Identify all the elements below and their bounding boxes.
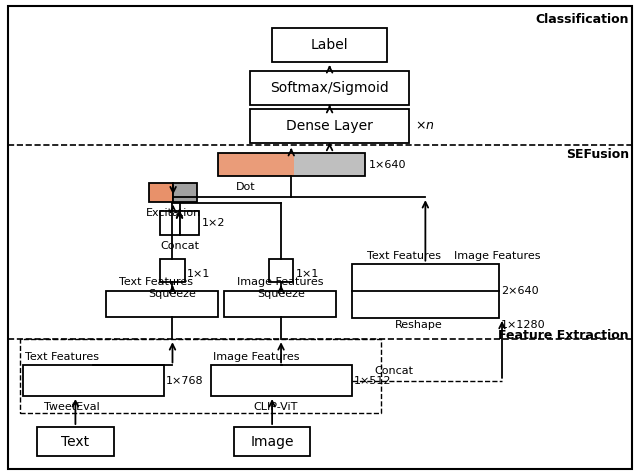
Bar <box>37 427 114 456</box>
Bar <box>352 264 499 318</box>
Text: Image: Image <box>250 435 294 448</box>
Text: Label: Label <box>311 38 348 52</box>
Bar <box>218 153 294 176</box>
Bar <box>272 28 387 62</box>
Text: Text Features: Text Features <box>367 251 440 261</box>
Text: Text: Text <box>61 435 90 448</box>
Text: $\times n$: $\times n$ <box>415 119 434 132</box>
Bar <box>211 365 352 396</box>
Bar <box>149 183 173 202</box>
Bar <box>20 339 381 413</box>
Bar <box>250 71 410 105</box>
Bar <box>218 153 365 176</box>
Text: Text Features: Text Features <box>119 277 193 287</box>
Text: Image Features: Image Features <box>237 277 323 287</box>
Text: Classification: Classification <box>536 12 629 26</box>
Text: Concat: Concat <box>374 366 413 376</box>
Text: Concat: Concat <box>160 241 199 251</box>
Text: TweetEval: TweetEval <box>44 402 100 412</box>
Text: 1×1: 1×1 <box>187 269 211 279</box>
Text: 1×640: 1×640 <box>369 160 406 170</box>
Bar <box>173 183 197 202</box>
Text: 2×640: 2×640 <box>500 286 538 296</box>
Text: Image Features: Image Features <box>454 251 541 261</box>
Text: Text Features: Text Features <box>25 352 99 361</box>
Bar <box>269 259 293 283</box>
Text: Dense Layer: Dense Layer <box>286 119 373 133</box>
Text: SEFusion: SEFusion <box>566 148 629 161</box>
Text: Reshape: Reshape <box>395 320 443 331</box>
Text: 1×1: 1×1 <box>296 269 319 279</box>
Text: Image Features: Image Features <box>213 352 300 361</box>
Text: 1×768: 1×768 <box>166 376 203 386</box>
Bar <box>294 153 365 176</box>
Text: Excitation: Excitation <box>145 208 201 218</box>
Text: Softmax/Sigmoid: Softmax/Sigmoid <box>270 81 389 95</box>
Text: 1×512: 1×512 <box>354 376 391 386</box>
Bar <box>179 210 198 235</box>
Bar <box>161 259 184 283</box>
Bar <box>161 210 179 235</box>
Bar <box>250 109 410 143</box>
Text: Squeeze: Squeeze <box>148 289 196 299</box>
Bar <box>23 365 164 396</box>
Text: 1×2: 1×2 <box>202 218 225 228</box>
Text: 1×1280: 1×1280 <box>500 320 545 331</box>
Text: Feature Extraction: Feature Extraction <box>499 329 629 342</box>
Text: Squeeze: Squeeze <box>257 289 305 299</box>
Bar <box>224 291 336 317</box>
Bar <box>106 291 218 317</box>
Text: Dot: Dot <box>236 182 255 192</box>
Bar <box>234 427 310 456</box>
Text: CLIP-ViT: CLIP-ViT <box>253 402 298 412</box>
